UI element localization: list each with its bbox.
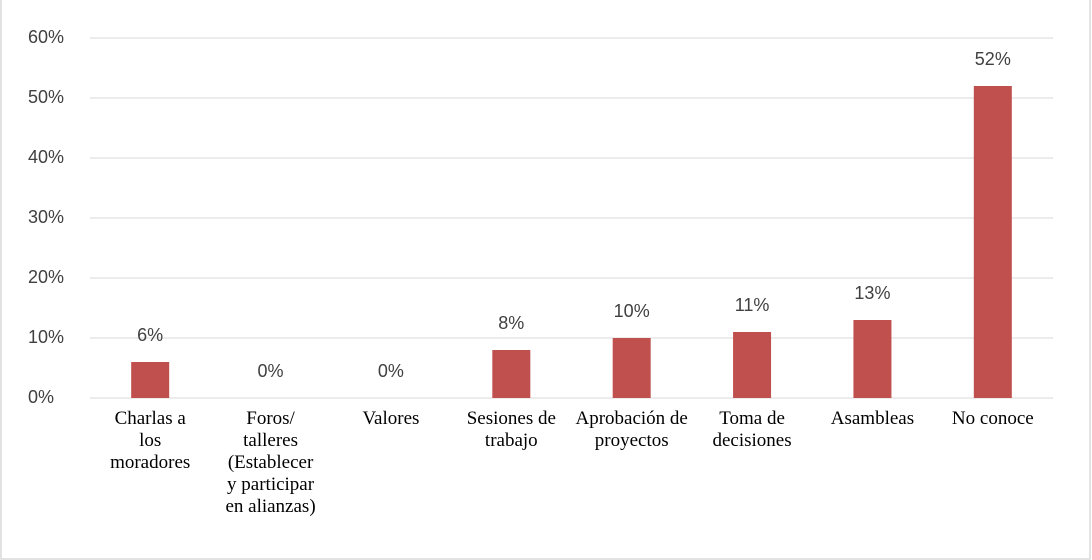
- data-label: 52%: [975, 49, 1011, 69]
- y-tick-label: 10%: [28, 327, 64, 347]
- data-label: 11%: [735, 295, 770, 315]
- x-tick-label: Foros/ talleres (Establecer y participar…: [225, 408, 316, 517]
- bar: [733, 332, 772, 398]
- bar: [973, 86, 1012, 398]
- bar: [492, 350, 531, 398]
- y-tick-label: 60%: [28, 27, 64, 47]
- data-label: 6%: [137, 325, 163, 345]
- y-tick-label: 20%: [28, 267, 64, 287]
- y-tick-label: 40%: [28, 147, 64, 167]
- data-label: 8%: [498, 313, 524, 333]
- x-tick-label: Sesiones de trabajo: [466, 408, 556, 451]
- x-tick-label: No conoce: [951, 408, 1034, 429]
- x-tick-label: Asambleas: [830, 408, 915, 429]
- bar: [612, 338, 651, 398]
- data-label: 13%: [854, 283, 890, 303]
- bar: [131, 362, 170, 398]
- data-label: 0%: [258, 361, 284, 381]
- x-tick-label: Aprobación de proyectos: [575, 408, 688, 451]
- x-tick-label: Valores: [362, 408, 420, 429]
- x-tick-label: Charlas a los moradores: [110, 408, 191, 473]
- data-label: 0%: [378, 361, 404, 381]
- y-tick-label: 0%: [28, 387, 54, 407]
- y-tick-label: 50%: [28, 87, 64, 107]
- data-label: 10%: [614, 301, 650, 321]
- y-tick-label: 30%: [28, 207, 64, 227]
- bar: [853, 320, 892, 398]
- x-tick-label: Toma de decisiones: [712, 408, 792, 451]
